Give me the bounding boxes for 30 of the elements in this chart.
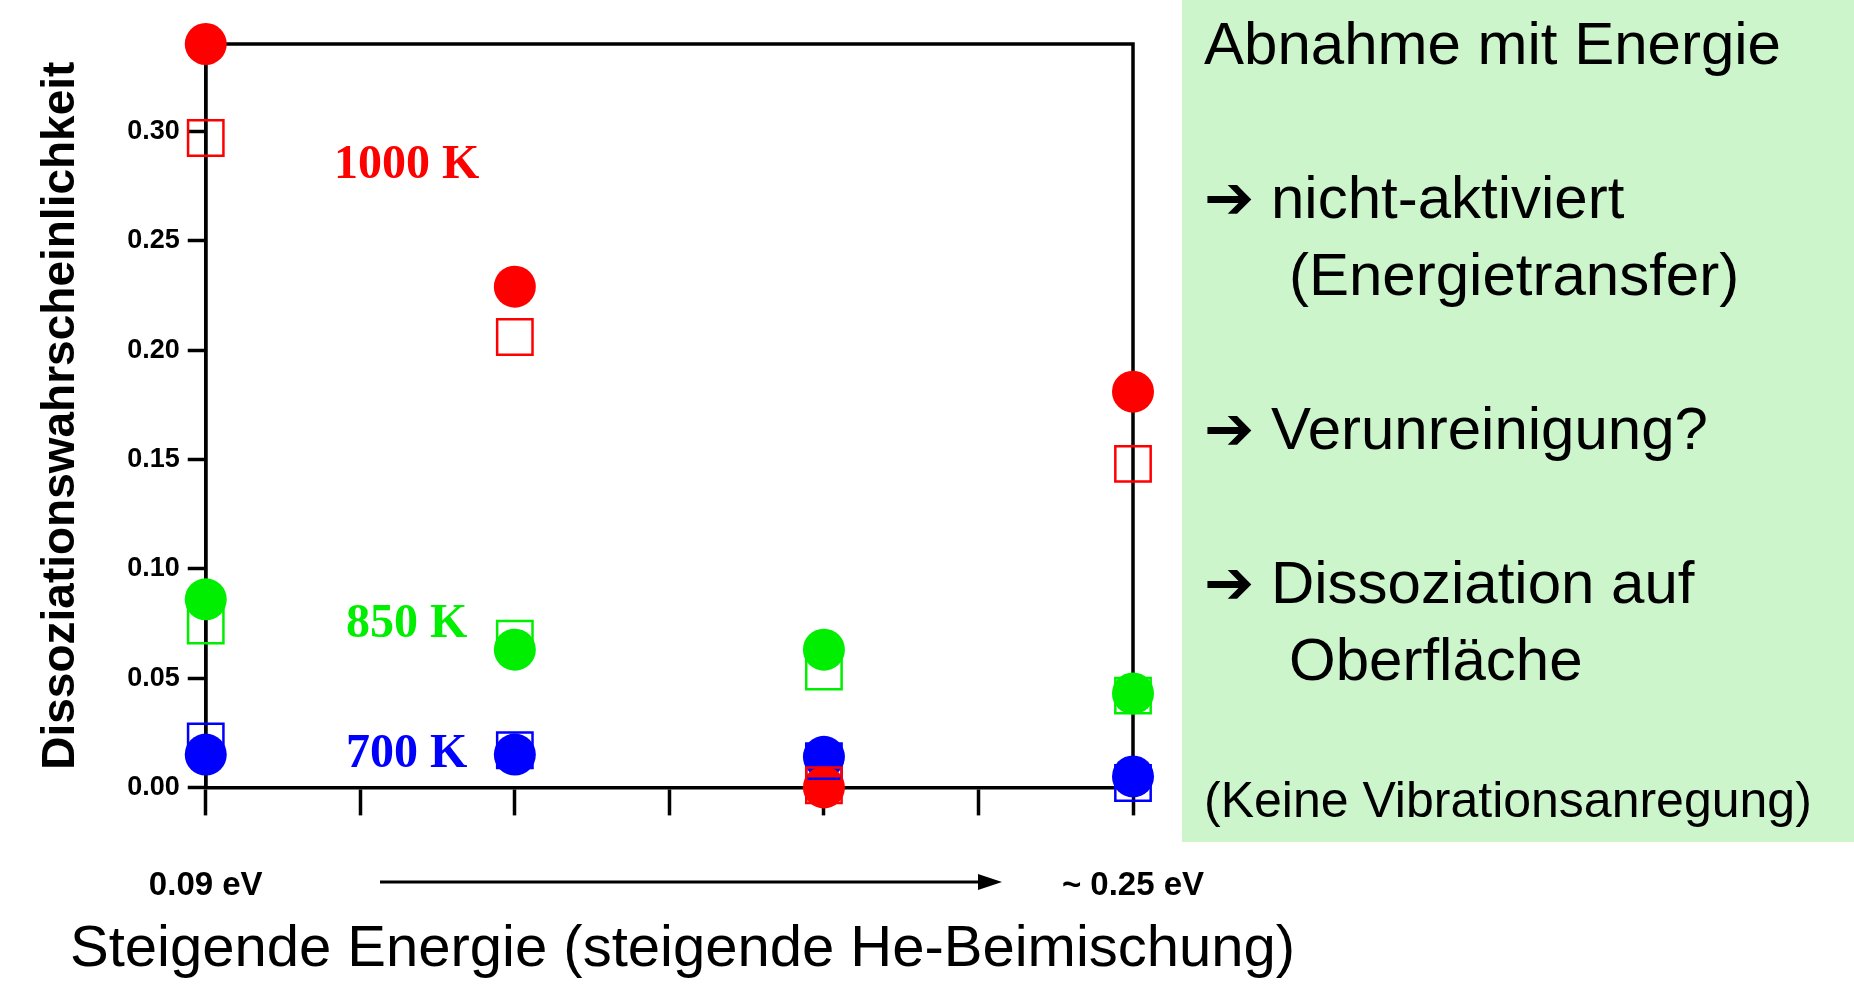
text: ➔ Verunreinigung? (1204, 394, 1709, 464)
text: ➔ Dissoziation auf Oberfläche (1204, 548, 1696, 695)
y-axis-title: Dissoziationswahrscheinlichkeit (32, 61, 85, 770)
point (493, 265, 536, 308)
y-tick-label: 0.25 (127, 224, 180, 255)
series-label: 700 K (345, 724, 468, 778)
y-tick-label: 0.20 (127, 333, 180, 364)
x-tick-label: 0.09 eV (148, 865, 263, 903)
point (1112, 370, 1154, 413)
point (802, 628, 845, 671)
text: Abnahme mit Energie (1204, 9, 1782, 79)
y-tick-label: 0.05 (127, 661, 180, 692)
series-label: 1000 K (333, 134, 480, 188)
point (186, 606, 225, 645)
y-tick-label: 0.15 (127, 442, 180, 473)
y-tick-label: 0.00 (127, 770, 180, 801)
x-tick-label: ~ 0.25 eV (1061, 865, 1205, 903)
point (1114, 444, 1152, 483)
series-label: 850 K (345, 593, 468, 647)
y-tick-label: 0.10 (127, 552, 180, 583)
x-axis-title: Steigende Energie (steigende He-Beimischung) (70, 913, 1296, 978)
point (495, 731, 534, 770)
point (495, 318, 534, 356)
text: (Keine Vibrationsanregung) (1204, 771, 1812, 830)
point (184, 578, 227, 621)
text: ➔ nicht-aktiviert (Energietransfer) (1204, 163, 1741, 310)
y-tick-label: 0.30 (127, 114, 180, 145)
point (495, 619, 534, 658)
point (186, 119, 225, 157)
point (184, 23, 227, 65)
